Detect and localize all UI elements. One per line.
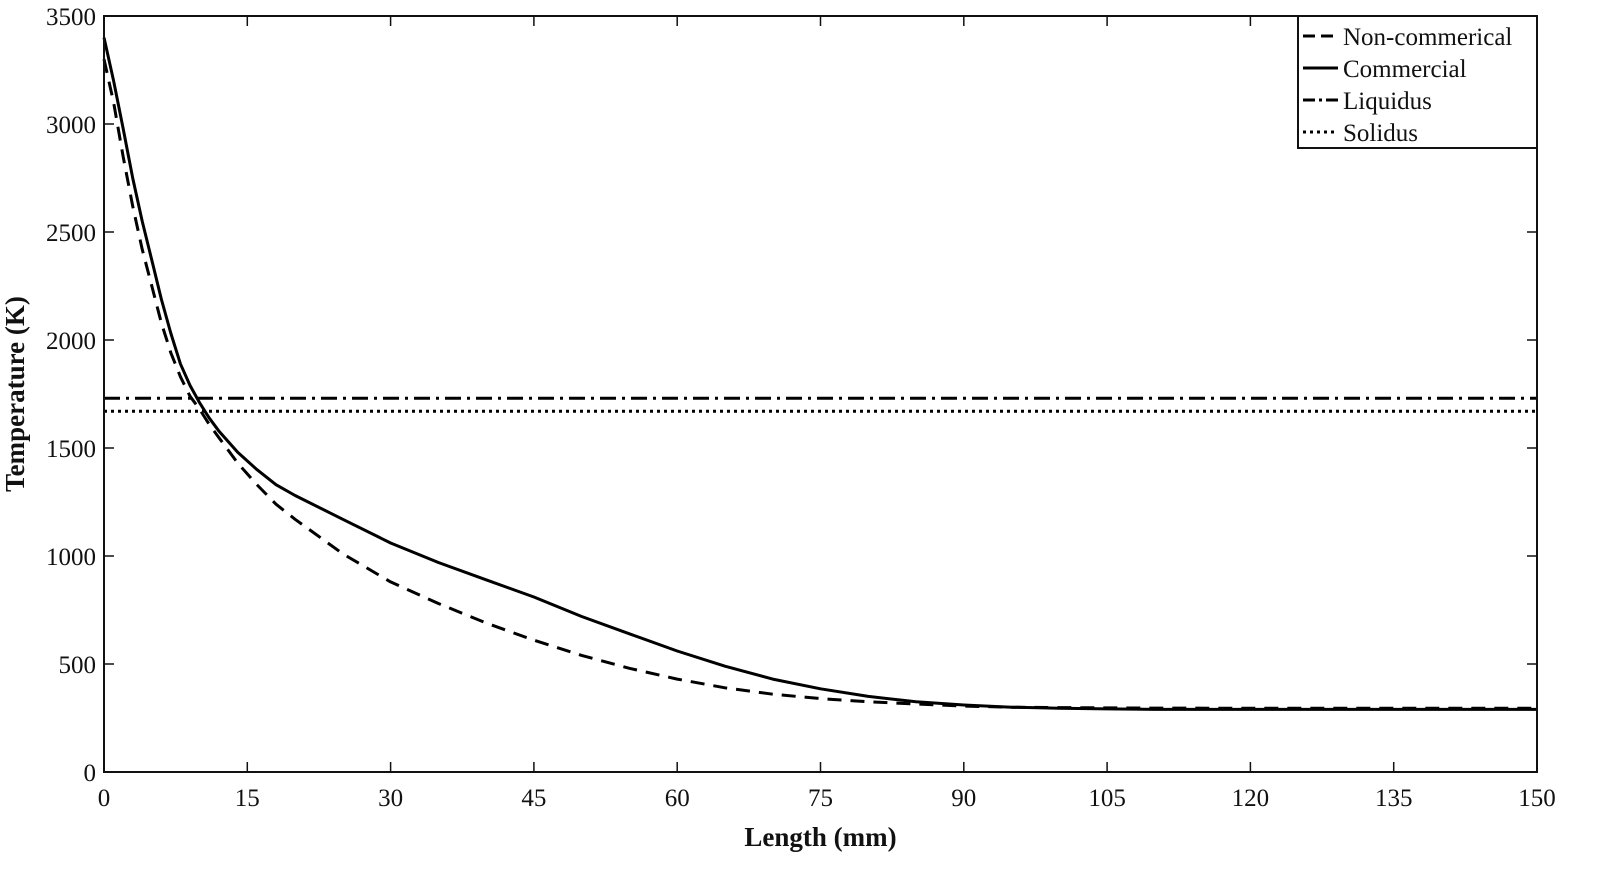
legend: Non-commerical Commercial Liquidus Solidus bbox=[1297, 15, 1538, 149]
y-tick-label: 0 bbox=[84, 760, 97, 787]
legend-label: Liquidus bbox=[1343, 88, 1432, 115]
x-tick-label: 15 bbox=[235, 785, 260, 812]
series-layer bbox=[102, 37, 1537, 711]
x-tick-label: 45 bbox=[521, 785, 546, 812]
x-tick-label: 60 bbox=[665, 785, 690, 812]
series-line-commercial bbox=[102, 37, 1537, 711]
x-tick-label: 75 bbox=[808, 785, 833, 812]
x-tick-label: 90 bbox=[951, 785, 976, 812]
x-tick-label: 105 bbox=[1088, 785, 1126, 812]
y-tick-label: 1000 bbox=[46, 544, 96, 571]
series-line-non-commerical bbox=[102, 58, 1537, 710]
legend-label: Commercial bbox=[1343, 56, 1467, 83]
y-tick-label: 2500 bbox=[46, 220, 96, 247]
y-tick-label: 500 bbox=[59, 652, 97, 679]
legend-label: Non-commerical bbox=[1343, 24, 1512, 51]
x-tick-label: 120 bbox=[1232, 785, 1270, 812]
x-tick-label: 0 bbox=[98, 785, 111, 812]
x-axis-label: Length (mm) bbox=[744, 822, 896, 852]
legend-label: Solidus bbox=[1343, 120, 1418, 147]
legend-box bbox=[1297, 15, 1538, 149]
y-tick-label: 3500 bbox=[46, 4, 96, 31]
y-axis-label: Temperature (K) bbox=[0, 296, 30, 492]
x-tick-label: 30 bbox=[378, 785, 403, 812]
y-tick-label: 3000 bbox=[46, 112, 96, 139]
ticks-layer: 0 15 30 45 60 75 90 105 120 135 150050010001500200… bbox=[46, 4, 1556, 812]
x-tick-label: 150 bbox=[1518, 785, 1556, 812]
x-tick-label: 135 bbox=[1375, 785, 1413, 812]
y-tick-label: 1500 bbox=[46, 436, 96, 463]
y-tick-label: 2000 bbox=[46, 328, 96, 355]
